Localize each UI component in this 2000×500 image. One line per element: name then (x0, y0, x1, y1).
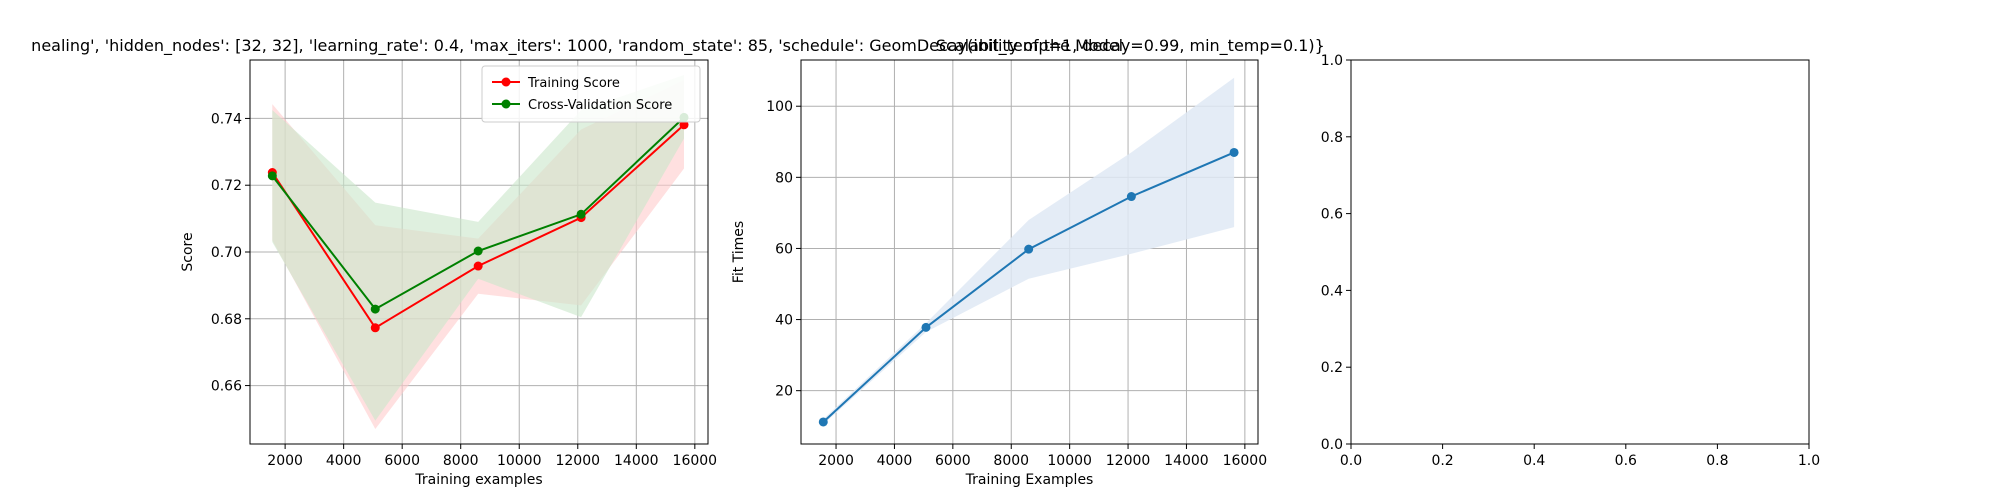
y-tick-label: 0.2 (1321, 360, 1343, 376)
x-tick-label: 16000 (1223, 453, 1268, 469)
x-tick-label: 8000 (993, 453, 1029, 469)
x-axis-label: Training examples (414, 472, 542, 488)
x-tick-label: 8000 (443, 453, 479, 469)
legend-marker (501, 77, 511, 87)
data-point (473, 246, 483, 256)
y-tick-label: 0.8 (1321, 130, 1343, 146)
legend-box (481, 65, 701, 123)
y-tick-label: 100 (766, 99, 793, 115)
x-tick-label: 2000 (818, 453, 854, 469)
y-tick-label: 0.66 (211, 379, 242, 395)
x-tick-label: 10000 (497, 453, 542, 469)
plots: 2000 4000 6000 8000 10000 12000 14000 160000.66… (180, 36, 1820, 488)
x-axis-label: Training Examples (965, 472, 1094, 488)
axes-frame (800, 59, 1259, 445)
plot-title: Scalability of the Model (936, 36, 1123, 55)
x-tick-label: 16000 (673, 453, 718, 469)
y-tick-label: 60 (775, 241, 793, 257)
figure-title: nealing', 'hidden_nodes': [32, 32], 'lea… (31, 36, 1325, 56)
x-tick-label: 6000 (935, 453, 971, 469)
y-tick-label: 0.68 (211, 312, 242, 328)
legend-label: Training Score (527, 76, 620, 91)
y-tick-label: 0.0 (1321, 437, 1343, 453)
x-tick-label: 12000 (555, 453, 600, 469)
data-point (370, 304, 380, 314)
y-tick-label: 0.4 (1321, 283, 1343, 299)
x-tick-label: 1.0 (1798, 453, 1820, 469)
data-point (1024, 244, 1034, 254)
plot-2: 2000 4000 6000 8000 10000 12000 14000 16000 20 40… (731, 36, 1267, 488)
data-point (576, 209, 586, 219)
legend-marker (501, 99, 511, 109)
y-tick-label: 40 (775, 313, 793, 329)
y-tick-label: 1.0 (1321, 53, 1343, 69)
x-tick-label: 4000 (877, 453, 913, 469)
legend: Training Score Cross-Validation Score (481, 65, 701, 123)
data-point (267, 171, 277, 181)
y-axis-label: Fit Times (731, 221, 747, 283)
y-tick-label: 80 (775, 170, 793, 186)
plot-1: 2000 4000 6000 8000 10000 12000 14000 16000 0.66… (180, 59, 718, 488)
x-tick-label: 12000 (1106, 453, 1151, 469)
x-tick-label: 14000 (1164, 453, 1209, 469)
data-point (679, 120, 689, 130)
legend-label: Cross-Validation Score (528, 98, 672, 113)
plot-3: 0.0 0.2 0.4 0.6 0.8 1.0 0.0 0.2 0.4 0.6 0.8 1.0 (1321, 53, 1820, 469)
x-tick-label: 0.8 (1706, 453, 1728, 469)
x-tick-label: 0.4 (1523, 453, 1545, 469)
x-tick-label: 6000 (384, 453, 420, 469)
x-tick-label: 2000 (267, 453, 303, 469)
axes-frame (1350, 59, 1810, 445)
x-tick-label: 14000 (614, 453, 659, 469)
data-point (1229, 147, 1239, 157)
x-tick-label: 0.2 (1431, 453, 1453, 469)
x-tick-label: 0.0 (1340, 453, 1362, 469)
x-tick-label: 4000 (326, 453, 362, 469)
data-point (1126, 192, 1136, 202)
y-tick-label: 0.6 (1321, 207, 1343, 223)
data-point (921, 322, 931, 332)
data-point (473, 261, 483, 271)
data-point (370, 323, 380, 333)
x-tick-label: 0.6 (1615, 453, 1637, 469)
y-tick-label: 0.74 (211, 111, 242, 127)
y-axis-label: Score (180, 232, 196, 271)
data-point (818, 417, 828, 427)
x-tick-label: 10000 (1047, 453, 1092, 469)
y-tick-label: 20 (775, 384, 793, 400)
y-tick-label: 0.70 (211, 245, 242, 261)
y-tick-label: 0.72 (211, 178, 242, 194)
